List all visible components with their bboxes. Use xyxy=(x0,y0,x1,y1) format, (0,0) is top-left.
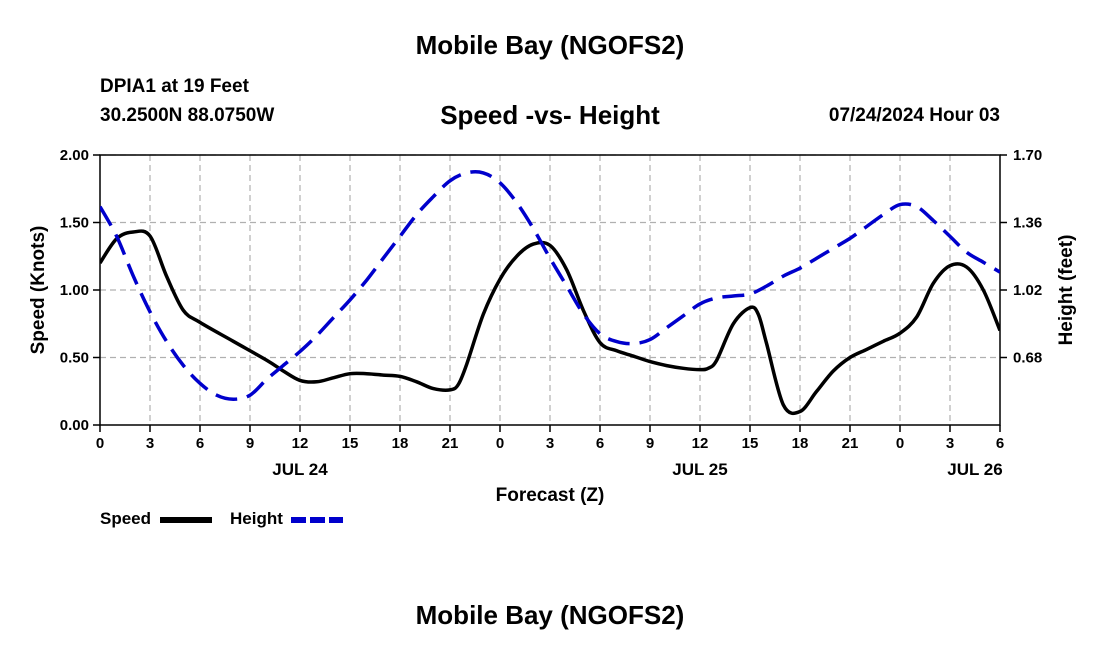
station-name: DPIA1 at 19 Feet xyxy=(100,76,249,97)
x-tick-label: 6 xyxy=(996,435,1004,452)
x-tick-label: 0 xyxy=(96,435,104,452)
date-label: JUL 25 xyxy=(672,460,727,479)
x-tick-label: 21 xyxy=(842,435,859,452)
x-tick-label: 12 xyxy=(692,435,709,452)
date-label: JUL 24 xyxy=(272,460,328,479)
y2-tick-label: 1.70 xyxy=(1013,147,1042,164)
x-tick-label: 18 xyxy=(392,435,409,452)
forecast-datetime: 07/24/2024 Hour 03 xyxy=(828,105,1000,126)
x-tick-label: 6 xyxy=(596,435,604,452)
x-tick-label: 0 xyxy=(496,435,504,452)
x-tick-label: 12 xyxy=(292,435,309,452)
x-tick-label: 15 xyxy=(742,435,759,452)
x-tick-label: 0 xyxy=(896,435,904,452)
y2-tick-label: 1.36 xyxy=(1013,215,1042,232)
top-title: Mobile Bay (NGOFS2) xyxy=(415,30,685,60)
x-tick-label: 15 xyxy=(342,435,359,452)
y-tick-label: 0.00 xyxy=(60,417,89,434)
x-tick-label: 3 xyxy=(146,435,154,452)
x-axis-title: Forecast (Z) xyxy=(496,485,605,506)
x-tick-label: 18 xyxy=(792,435,809,452)
station-coordinates: 30.2500N 88.0750W xyxy=(100,105,275,126)
plot-frame xyxy=(99,154,1001,426)
x-tick-label: 21 xyxy=(442,435,459,452)
y2-tick-label: 1.02 xyxy=(1013,282,1042,299)
legend-speed-label: Speed xyxy=(100,509,152,528)
y-axis-title: Speed (Knots) xyxy=(28,226,49,355)
x-tick-label: 9 xyxy=(646,435,654,452)
series-height-line xyxy=(100,169,1000,401)
chart-title: Speed -vs- Height xyxy=(440,100,660,130)
y-tick-label: 0.50 xyxy=(60,350,89,367)
y2-axis-title: Height (feet) xyxy=(1056,235,1077,346)
x-tick-label: 3 xyxy=(546,435,554,452)
y-tick-label: 1.50 xyxy=(60,215,89,232)
series-speed-line xyxy=(100,229,1000,416)
x-tick-label: 6 xyxy=(196,435,204,452)
y2-tick-label: 0.68 xyxy=(1013,350,1042,367)
date-label: JUL 26 xyxy=(947,460,1002,479)
bottom-title: Mobile Bay (NGOFS2) xyxy=(415,600,685,630)
legend-height-label: Height xyxy=(230,509,283,528)
x-tick-label: 3 xyxy=(946,435,954,452)
y-tick-label: 1.00 xyxy=(60,282,89,299)
x-tick-label: 9 xyxy=(246,435,254,452)
y-tick-label: 2.00 xyxy=(60,147,89,164)
